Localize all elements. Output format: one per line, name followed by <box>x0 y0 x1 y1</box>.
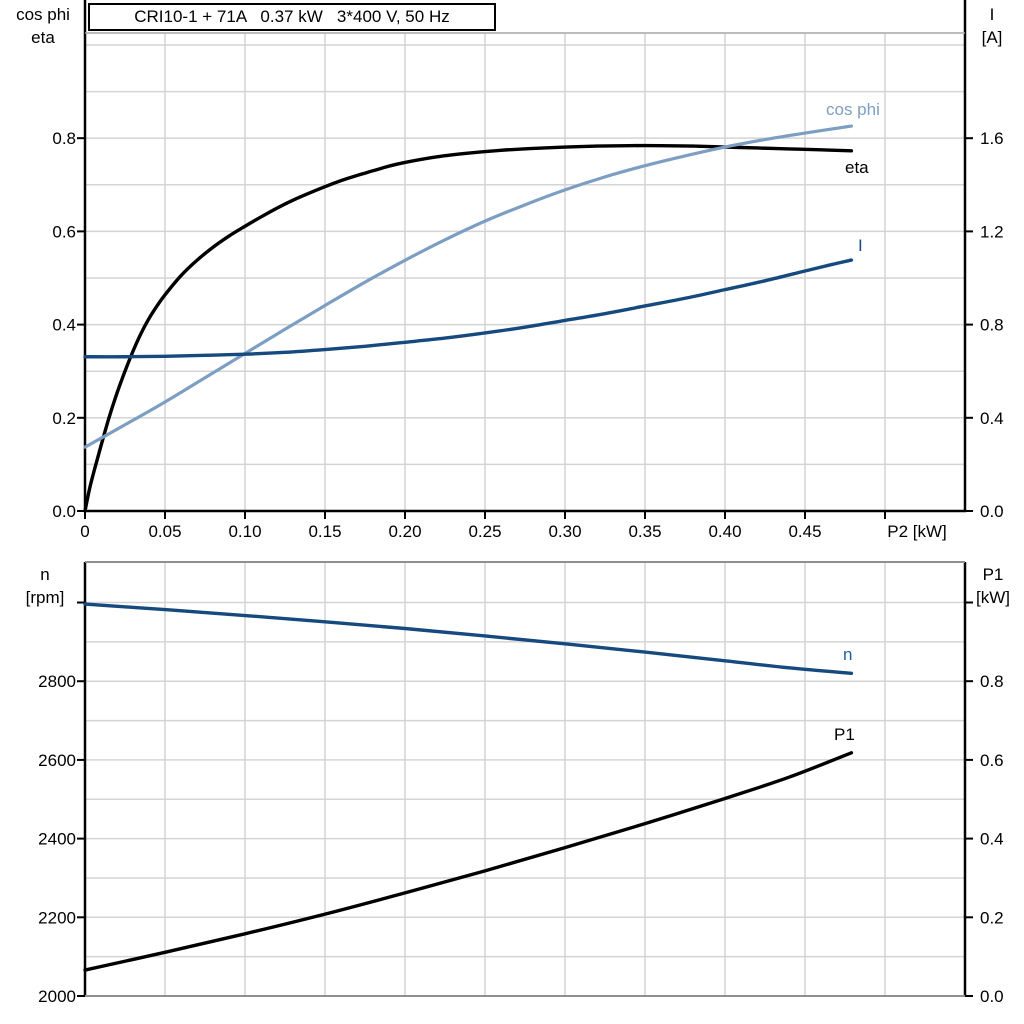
right-axis-tick-label: 0.8 <box>980 316 1004 335</box>
left-axis-tick-label: 2200 <box>38 908 76 927</box>
right-axis-title-line1: I <box>989 5 995 24</box>
x-axis-title: P2 [kW] <box>887 522 947 541</box>
power-axis-title-line2: [kW] <box>976 588 1010 607</box>
right-axis-tick-label: 0.0 <box>980 987 1004 1006</box>
input-power-curve <box>83 751 854 972</box>
top-chart-right-axis-title: I [A] <box>966 3 1018 49</box>
left-axis-tick-label: 0.8 <box>52 129 76 148</box>
left-axis-tick-label: 2800 <box>38 672 76 691</box>
motor-speed-power-chart-curves <box>83 602 854 972</box>
right-axis-tick-label: 0.0 <box>980 502 1004 521</box>
left-axis-tick-label: 0.6 <box>52 222 76 241</box>
left-axis-title-line1: cos phi <box>16 5 70 24</box>
right-axis-title-line2: [A] <box>981 28 1003 47</box>
left-axis-tick-label: 2600 <box>38 751 76 770</box>
curve-label-current-curve: I <box>858 236 863 255</box>
left-axis-tick-label: 2400 <box>38 830 76 849</box>
right-axis-tick-label: 0.4 <box>980 409 1004 428</box>
x-axis-tick-label: 0.40 <box>708 522 741 541</box>
curve-label-speed-curve: n <box>843 645 853 664</box>
x-axis-tick-label: 0.25 <box>468 522 501 541</box>
x-axis-tick-label: 0.15 <box>308 522 341 541</box>
right-axis-tick-label: 0.4 <box>980 830 1004 849</box>
x-axis-tick-label: 0 <box>80 522 89 541</box>
curve-label-eta-curve: eta <box>845 158 869 177</box>
right-axis-tick-label: 0.6 <box>980 751 1004 770</box>
eta-curve <box>83 143 854 513</box>
motor-speed-power-chart <box>77 561 973 997</box>
speed-axis-title-line1: n <box>40 565 50 584</box>
motor-electrical-chart-curves <box>83 124 854 513</box>
curve-label-input-power-curve: P1 <box>834 725 855 744</box>
curve-label-cos-phi-curve: cos phi <box>826 100 880 119</box>
right-axis-tick-label: 0.8 <box>980 672 1004 691</box>
right-axis-tick-label: 1.6 <box>980 129 1004 148</box>
right-axis-tick-label: 1.2 <box>980 222 1004 241</box>
x-axis-tick-label: 0.45 <box>788 522 821 541</box>
speed-curve <box>83 602 854 676</box>
x-axis-tick-label: 0.30 <box>548 522 581 541</box>
left-axis-tick-label: 0.0 <box>52 502 76 521</box>
bottom-chart-left-axis-title: n [rpm] <box>8 563 82 609</box>
x-axis-tick-label: 0.35 <box>628 522 661 541</box>
bottom-chart-right-axis-title: P1 [kW] <box>966 563 1020 609</box>
motor-electrical-chart <box>77 0 973 519</box>
right-axis-tick-label: 0.2 <box>980 908 1004 927</box>
top-chart-left-axis-title: cos phi eta <box>4 3 82 49</box>
x-axis-tick-label: 0.20 <box>388 522 421 541</box>
left-axis-tick-label: 2000 <box>38 987 76 1006</box>
chart-title: CRI10-1 + 71A 0.37 kW 3*400 V, 50 Hz <box>88 3 496 31</box>
left-axis-title-line2: eta <box>31 28 55 47</box>
power-axis-title-line1: P1 <box>982 565 1004 584</box>
current-curve <box>83 258 854 359</box>
cos-phi-curve <box>83 124 853 449</box>
x-axis-tick-label: 0.10 <box>228 522 261 541</box>
speed-axis-title-line2: [rpm] <box>25 588 65 607</box>
left-axis-tick-label: 0.2 <box>52 409 76 428</box>
x-axis-tick-label: 0.05 <box>148 522 181 541</box>
left-axis-tick-label: 0.4 <box>52 316 76 335</box>
